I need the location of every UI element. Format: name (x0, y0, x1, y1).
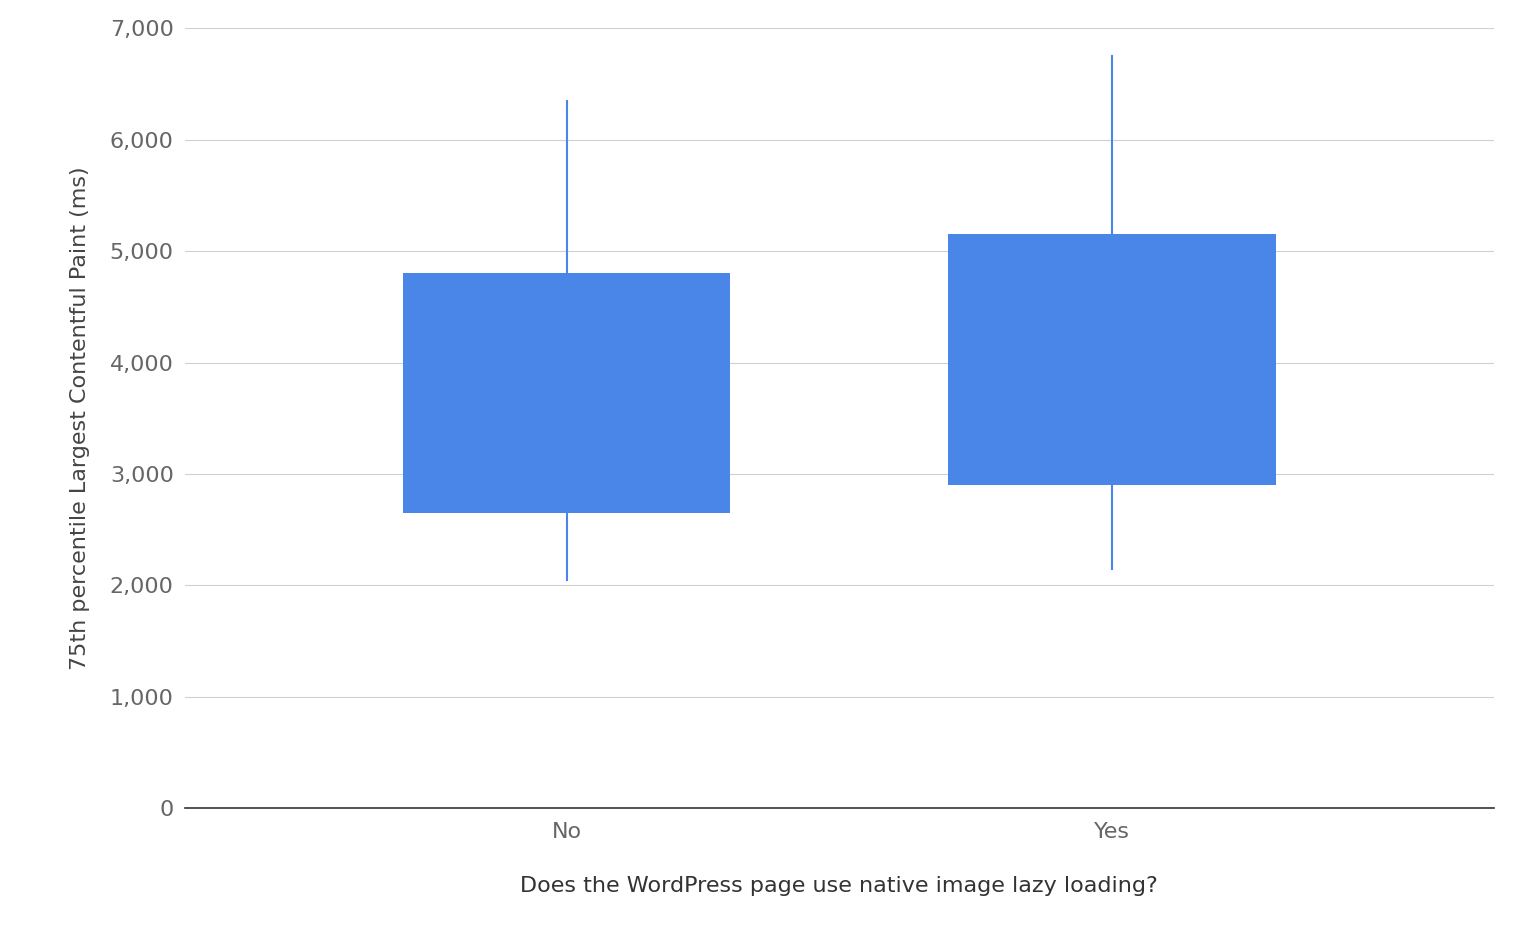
X-axis label: Does the WordPress page use native image lazy loading?: Does the WordPress page use native image… (521, 876, 1158, 896)
Y-axis label: 75th percentile Largest Contentful Paint (ms): 75th percentile Largest Contentful Paint… (71, 166, 91, 670)
Bar (403, 274, 730, 513)
Bar (949, 234, 1275, 485)
